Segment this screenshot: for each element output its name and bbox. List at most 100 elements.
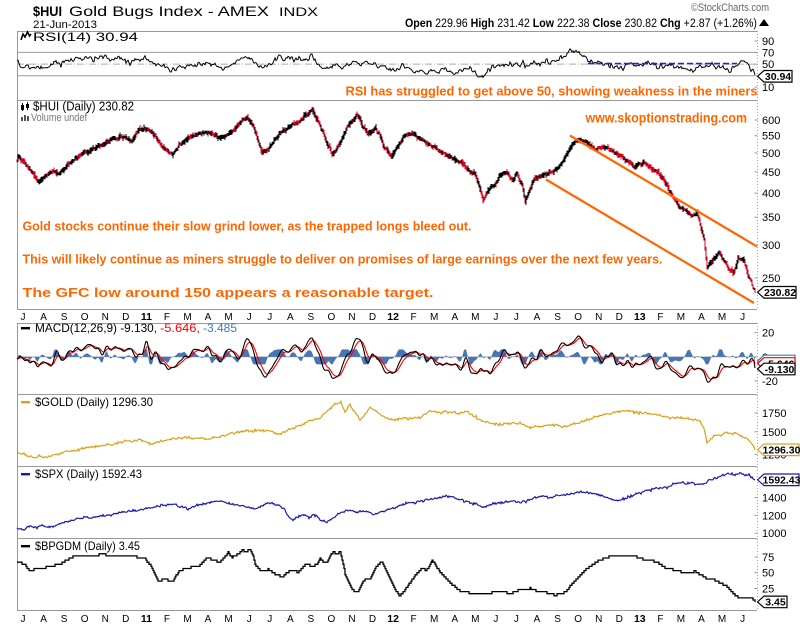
svg-text:F: F xyxy=(411,312,417,323)
svg-text:$HUI: $HUI xyxy=(33,3,62,19)
svg-text:J: J xyxy=(740,614,745,625)
svg-text:O: O xyxy=(574,312,582,323)
svg-text:A: A xyxy=(698,312,705,323)
svg-text:©StockCharts.com: ©StockCharts.com xyxy=(691,2,769,14)
svg-text:O: O xyxy=(328,614,336,625)
svg-text:M: M xyxy=(430,614,438,625)
svg-text:50: 50 xyxy=(762,568,774,580)
svg-text:30.94: 30.94 xyxy=(765,71,791,83)
svg-text:11: 11 xyxy=(141,311,152,323)
svg-text:S: S xyxy=(61,312,68,323)
svg-text:M: M xyxy=(183,312,191,323)
svg-text:RSI has struggled to get above: RSI has struggled to get above 50, showi… xyxy=(346,84,758,99)
svg-text:25: 25 xyxy=(762,584,774,596)
svg-text:J: J xyxy=(247,614,252,625)
svg-text:$BPGDM (Daily) 3.45: $BPGDM (Daily) 3.45 xyxy=(35,539,140,553)
svg-text:O: O xyxy=(574,614,582,625)
svg-text:N: N xyxy=(102,312,109,323)
svg-text:www.skoptionstrading.com: www.skoptionstrading.com xyxy=(585,110,747,126)
svg-text:13: 13 xyxy=(634,311,646,323)
svg-text:600: 600 xyxy=(762,115,780,127)
svg-text:1200: 1200 xyxy=(762,510,786,522)
svg-text:S: S xyxy=(61,614,68,625)
svg-text:A: A xyxy=(698,614,705,625)
svg-text:F: F xyxy=(164,614,170,625)
svg-text:M: M xyxy=(718,312,726,323)
svg-text:13: 13 xyxy=(634,613,646,625)
svg-text:O: O xyxy=(328,312,336,323)
svg-text:1296.30: 1296.30 xyxy=(763,445,800,457)
svg-text:J: J xyxy=(740,312,745,323)
svg-text:12: 12 xyxy=(387,311,399,323)
svg-text:N: N xyxy=(348,614,355,625)
svg-text:-9.130: -9.130 xyxy=(765,364,795,376)
svg-text:F: F xyxy=(657,312,663,323)
svg-text:N: N xyxy=(102,614,109,625)
svg-text:M: M xyxy=(183,614,191,625)
svg-text:N: N xyxy=(595,312,602,323)
svg-text:1000: 1000 xyxy=(762,528,786,540)
svg-text:1400: 1400 xyxy=(762,493,786,505)
svg-text:M: M xyxy=(677,614,685,625)
svg-text:S: S xyxy=(307,312,314,323)
svg-text:The GFC low around 150 appears: The GFC low around 150 appears a reasona… xyxy=(23,285,434,300)
svg-text:D: D xyxy=(122,312,129,323)
svg-text:J: J xyxy=(514,312,519,323)
svg-text:J: J xyxy=(21,614,26,625)
svg-text:N: N xyxy=(595,614,602,625)
svg-text:A: A xyxy=(205,614,212,625)
svg-text:M: M xyxy=(430,312,438,323)
svg-text:1592.43: 1592.43 xyxy=(763,475,800,487)
svg-text:250: 250 xyxy=(762,273,780,285)
svg-text:400: 400 xyxy=(762,188,780,200)
svg-text:1750: 1750 xyxy=(762,408,786,420)
svg-text:230.82: 230.82 xyxy=(764,287,796,299)
svg-text:D: D xyxy=(616,312,623,323)
svg-text:F: F xyxy=(411,614,417,625)
svg-text:A: A xyxy=(40,614,47,625)
svg-text:D: D xyxy=(122,614,129,625)
svg-text:-5.646,: -5.646, xyxy=(160,321,200,335)
svg-text:Gold stocks continue their slo: Gold stocks continue their slow grind lo… xyxy=(23,219,472,234)
svg-text:M: M xyxy=(471,312,479,323)
svg-text:300: 300 xyxy=(762,240,780,252)
svg-text:$GOLD (Daily) 1296.30: $GOLD (Daily) 1296.30 xyxy=(35,395,153,409)
svg-text:INDX: INDX xyxy=(279,5,318,19)
svg-text:90: 90 xyxy=(762,36,774,48)
svg-text:M: M xyxy=(224,614,232,625)
svg-text:350: 350 xyxy=(762,212,780,224)
svg-text:12: 12 xyxy=(387,613,399,625)
svg-text:J: J xyxy=(493,614,498,625)
svg-text:O: O xyxy=(81,614,89,625)
svg-text:S: S xyxy=(554,614,561,625)
svg-text:21-Jun-2013: 21-Jun-2013 xyxy=(33,19,97,31)
svg-text:M: M xyxy=(677,312,685,323)
svg-text:S: S xyxy=(554,312,561,323)
svg-text:1500: 1500 xyxy=(762,427,786,439)
svg-text:MACD(12,26,9) -9.130,: MACD(12,26,9) -9.130, xyxy=(35,321,157,335)
svg-text:S: S xyxy=(307,614,314,625)
svg-text:-20: -20 xyxy=(762,376,778,388)
svg-text:70: 70 xyxy=(762,48,774,60)
svg-text:11: 11 xyxy=(141,613,152,625)
svg-text:A: A xyxy=(534,312,541,323)
svg-text:RSI(14) 30.94: RSI(14) 30.94 xyxy=(33,30,138,44)
svg-text:-3.485: -3.485 xyxy=(203,321,237,335)
svg-text:J: J xyxy=(493,312,498,323)
svg-text:M: M xyxy=(718,614,726,625)
svg-text:500: 500 xyxy=(762,148,780,160)
svg-text:F: F xyxy=(657,614,663,625)
svg-text:This will likely continue as m: This will likely continue as miners stru… xyxy=(23,252,663,267)
svg-text:$HUI (Daily) 230.82: $HUI (Daily) 230.82 xyxy=(33,100,134,114)
svg-text:A: A xyxy=(451,614,458,625)
svg-text:A: A xyxy=(287,312,294,323)
svg-text:10: 10 xyxy=(762,82,774,94)
svg-text:D: D xyxy=(616,614,623,625)
svg-text:M: M xyxy=(471,614,479,625)
svg-text:Open 229.96 High 231.42 Low 22: Open 229.96 High 231.42 Low 222.38 Close… xyxy=(405,18,757,30)
svg-text:F: F xyxy=(164,312,170,323)
svg-text:O: O xyxy=(81,312,89,323)
svg-text:75: 75 xyxy=(762,552,774,564)
svg-text:Gold Bugs Index - AMEX: Gold Bugs Index - AMEX xyxy=(69,3,270,19)
svg-text:D: D xyxy=(369,312,376,323)
